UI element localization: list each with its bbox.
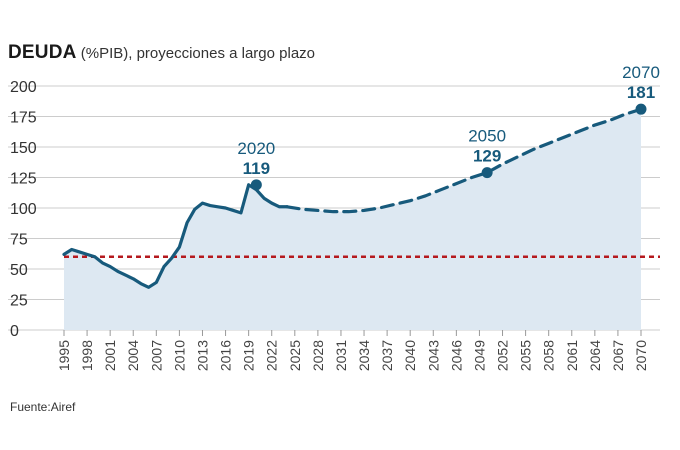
- x-tick-label: 2046: [448, 340, 464, 371]
- annotation-value: 129: [473, 147, 501, 166]
- x-tick-label: 2055: [518, 340, 534, 371]
- projection-line: [285, 107, 643, 214]
- x-tick-label: 2070: [633, 340, 649, 371]
- x-tick-label: 1995: [56, 340, 72, 371]
- x-tick-label: 2022: [264, 340, 280, 371]
- x-tick-label: 2028: [310, 340, 326, 371]
- x-tick-label: 2004: [125, 340, 141, 371]
- x-tick-label: 2061: [564, 340, 580, 371]
- x-tick-label: 2031: [333, 340, 349, 371]
- annotation-point: [481, 167, 493, 179]
- x-tick-label: 1998: [79, 340, 95, 371]
- annotation-year: 2050: [468, 127, 506, 146]
- x-tick-label: 2043: [425, 340, 441, 371]
- chart-title-subtitle: (%PIB), proyecciones a largo plazo: [76, 45, 316, 62]
- area-layer: [64, 109, 641, 331]
- line-layer: [62, 107, 643, 289]
- chart-title-bold: DEUDA: [8, 42, 77, 63]
- y-tick-label: 150: [10, 140, 37, 157]
- annotation-year: 2070: [622, 63, 660, 82]
- x-tick-label: 2034: [356, 340, 372, 371]
- x-tick-label: 2016: [218, 340, 234, 371]
- x-tick-label: 2040: [402, 340, 418, 371]
- x-tick-label: 2001: [102, 340, 118, 371]
- x-tick-label: 2052: [495, 340, 511, 371]
- y-tick-label: 125: [10, 171, 37, 188]
- annotation-point: [635, 103, 647, 115]
- y-tick-label: 100: [10, 201, 37, 218]
- source-note: Fuente:Airef: [10, 400, 76, 414]
- x-tick-label: 2058: [541, 340, 557, 371]
- y-tick-label: 50: [10, 262, 28, 279]
- x-tick-label: 2025: [287, 340, 303, 371]
- historical-line: [62, 183, 289, 289]
- x-tick-label: 2013: [194, 340, 210, 371]
- y-tick-label: 200: [10, 79, 37, 96]
- annotation-year: 2020: [237, 139, 275, 158]
- x-tick-label: 2049: [471, 340, 487, 371]
- annotation-value: 181: [627, 83, 655, 102]
- x-tick-label: 2010: [171, 340, 187, 371]
- debt-area-fill: [64, 109, 641, 331]
- annotation-point: [250, 179, 262, 191]
- y-tick-label: 175: [10, 110, 37, 127]
- x-tick-label: 2007: [148, 340, 164, 371]
- x-tick-label: 2037: [379, 340, 395, 371]
- x-tick-label: 2064: [587, 340, 603, 371]
- y-tick-label: 0: [10, 323, 19, 340]
- axis-layer: 0 25 50 75 100 125 150 175 200 1995 1998 2001 2004 20…: [10, 79, 649, 371]
- x-tick-label: 2019: [241, 340, 257, 371]
- y-tick-label: 75: [10, 232, 28, 249]
- annotation-value: 119: [243, 159, 270, 178]
- y-tick-label: 25: [10, 293, 28, 310]
- x-tick-label: 2067: [610, 340, 626, 371]
- chart-title: DEUDA (%PIB), proyecciones a largo plazo: [8, 42, 315, 64]
